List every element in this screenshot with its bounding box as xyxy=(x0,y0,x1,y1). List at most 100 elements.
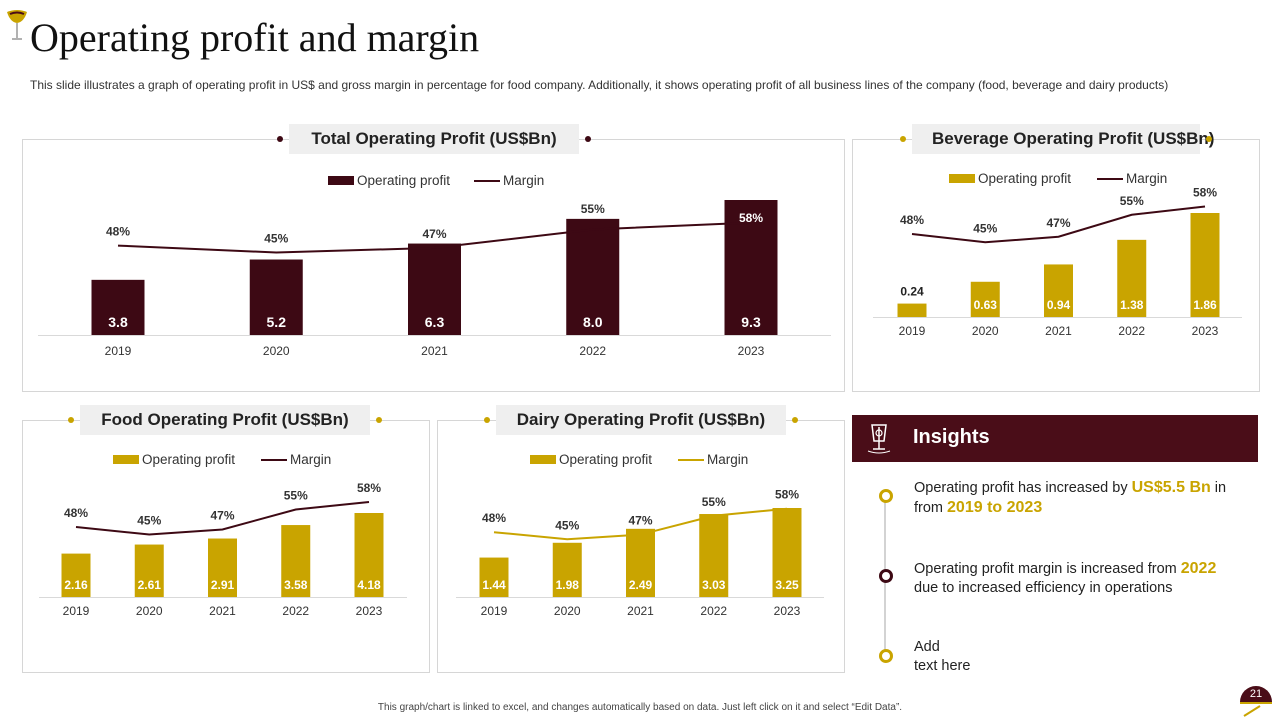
x-tick-label: 2019 xyxy=(63,604,90,618)
food-chart-title: Food Operating Profit (US$Bn) xyxy=(68,405,382,435)
insight-item-1: Operating profit has increased by US$5.5… xyxy=(914,479,1227,517)
total-chart: Operating profit Margin 3.8 2019 5.2 2020 6.3 2… xyxy=(38,173,831,358)
dairy-chart: Operating profit Margin 1.44 2019 1.98 2020 2.… xyxy=(456,452,824,618)
legend-label-margin: Margin xyxy=(290,452,331,467)
x-tick-label: 2023 xyxy=(774,604,801,618)
bar-food-2020 xyxy=(134,544,164,597)
legend-swatch-operating-profit xyxy=(949,174,975,183)
margin-value-label: 58% xyxy=(357,481,381,495)
bar-value-label: 2.49 xyxy=(629,578,653,592)
beverage-chart-panel: Operating profit Margin 0.24 2019 0.63 2020 0.… xyxy=(852,139,1260,392)
bar-beverage-2021 xyxy=(1044,264,1073,317)
legend-label-margin: Margin xyxy=(503,173,544,188)
x-tick-label: 2022 xyxy=(579,344,606,358)
bar-value-label: 0.24 xyxy=(900,285,924,299)
bar-value-label: 3.25 xyxy=(775,578,799,592)
bar-dairy-2023 xyxy=(772,508,802,597)
legend-label-operating-profit: Operating profit xyxy=(142,452,235,467)
legend-label-operating-profit: Operating profit xyxy=(559,452,652,467)
margin-value-label: 55% xyxy=(1120,194,1144,208)
legend-swatch-operating-profit xyxy=(328,176,354,185)
total-chart-title: Total Operating Profit (US$Bn) xyxy=(277,124,591,154)
legend-label-operating-profit: Operating profit xyxy=(978,171,1071,186)
bar-value-label: 0.63 xyxy=(974,298,998,312)
bar-dairy-2019 xyxy=(479,557,509,597)
x-tick-label: 2019 xyxy=(899,324,926,338)
margin-value-label: 58% xyxy=(739,211,763,225)
chef-icon xyxy=(867,424,891,454)
beverage-chart: Operating profit Margin 0.24 2019 0.63 2020 0.… xyxy=(873,171,1242,338)
margin-value-label: 58% xyxy=(1193,186,1217,200)
x-tick-label: 2020 xyxy=(136,604,163,618)
total-chart-panel: Operating profit Margin 3.8 2019 5.2 2020 6.3 2… xyxy=(22,139,845,392)
bar-food-2022 xyxy=(281,525,311,597)
legend-swatch-operating-profit xyxy=(530,455,556,464)
margin-value-label: 47% xyxy=(210,509,234,523)
page-number-badge: 21 xyxy=(1240,686,1272,717)
margin-value-label: 58% xyxy=(775,488,799,502)
bar-food-2023 xyxy=(354,513,384,597)
margin-value-label: 47% xyxy=(422,227,446,241)
page-number: 21 xyxy=(1250,688,1262,700)
margin-line-food xyxy=(75,501,370,536)
x-tick-label: 2020 xyxy=(972,324,999,338)
margin-line-beverage xyxy=(911,205,1206,244)
bar-value-label: 1.86 xyxy=(1193,298,1217,312)
bar-value-label: 3.8 xyxy=(108,314,128,330)
insight-node-icon xyxy=(879,649,893,663)
margin-value-label: 48% xyxy=(900,213,924,227)
x-tick-label: 2020 xyxy=(263,344,290,358)
title-dot-icon xyxy=(585,136,591,142)
margin-value-label: 45% xyxy=(137,514,161,528)
title-dot-icon xyxy=(1206,136,1212,142)
x-tick-label: 2022 xyxy=(282,604,309,618)
legend-label-margin: Margin xyxy=(1126,171,1167,186)
insights-title: Insights xyxy=(913,426,990,448)
bar-value-label: 4.18 xyxy=(357,578,381,592)
bar-value-label: 1.44 xyxy=(482,578,506,592)
bar-value-label: 2.91 xyxy=(211,578,235,592)
bar-value-label: 1.98 xyxy=(556,578,580,592)
insight-item-3[interactable]: Add text here xyxy=(914,639,971,674)
dairy-chart-title: Dairy Operating Profit (US$Bn) xyxy=(484,405,798,435)
x-tick-label: 2021 xyxy=(209,604,236,618)
x-tick-label: 2020 xyxy=(554,604,581,618)
title-dot-icon xyxy=(792,417,798,423)
bar-value-label: 9.3 xyxy=(741,314,761,330)
margin-value-label: 45% xyxy=(264,232,288,246)
margin-value-label: 55% xyxy=(284,489,308,503)
x-tick-label: 2021 xyxy=(1045,324,1072,338)
insight-node-icon xyxy=(879,569,893,583)
margin-line-total xyxy=(117,221,752,254)
bar-dairy-2020 xyxy=(552,542,582,597)
title-dot-icon xyxy=(900,136,906,142)
footer-note: This graph/chart is linked to excel, and… xyxy=(377,702,903,713)
food-chart-panel: Operating profit Margin 2.16 2019 2.61 2020 2.… xyxy=(22,420,430,673)
dairy-chart-panel: Operating profit Margin 1.44 2019 1.98 2020 2.… xyxy=(437,420,845,673)
margin-value-label: 47% xyxy=(1046,216,1070,230)
legend-label-operating-profit: Operating profit xyxy=(357,173,450,188)
food-chart: Operating profit Margin 2.16 2019 2.61 2020 2.… xyxy=(39,452,407,618)
bar-value-label: 8.0 xyxy=(583,314,603,330)
x-tick-label: 2023 xyxy=(738,344,765,358)
margin-value-label: 47% xyxy=(628,514,652,528)
bar-dairy-2022 xyxy=(699,514,729,597)
bar-beverage-2019 xyxy=(897,303,927,317)
bar-value-label: 0.94 xyxy=(1047,298,1071,312)
margin-value-label: 48% xyxy=(106,225,130,239)
bar-value-label: 1.38 xyxy=(1120,298,1144,312)
bar-value-label: 3.03 xyxy=(702,578,726,592)
insight-node-icon xyxy=(879,489,893,503)
x-tick-label: 2023 xyxy=(1192,324,1219,338)
title-dot-icon xyxy=(484,417,490,423)
bar-total-2021 xyxy=(408,243,461,335)
bar-value-label: 6.3 xyxy=(425,314,445,330)
bar-beverage-2023 xyxy=(1190,213,1220,317)
bar-value-label: 2.16 xyxy=(64,578,88,592)
x-tick-label: 2022 xyxy=(700,604,727,618)
x-tick-label: 2021 xyxy=(627,604,654,618)
legend-label-margin: Margin xyxy=(707,452,748,467)
margin-value-label: 45% xyxy=(973,221,997,235)
legend-swatch-operating-profit xyxy=(113,455,139,464)
bar-beverage-2022 xyxy=(1117,239,1147,317)
